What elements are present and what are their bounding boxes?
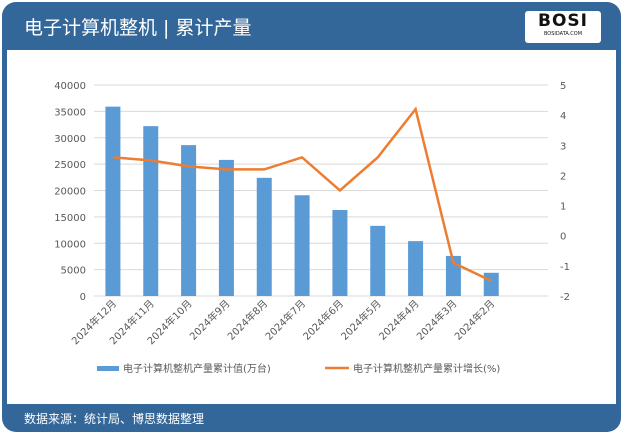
left-tick-label: 20000 bbox=[54, 187, 86, 198]
bar bbox=[105, 106, 121, 296]
left-tick-label: 35000 bbox=[54, 107, 86, 118]
left-tick-label: 40000 bbox=[54, 81, 86, 92]
page-title: 电子计算机整机 | 累计产量 bbox=[24, 17, 252, 39]
left-tick-label: 0 bbox=[80, 292, 86, 303]
left-tick-label: 5000 bbox=[61, 266, 86, 277]
bar bbox=[294, 195, 310, 296]
growth-line bbox=[112, 106, 492, 283]
right-tick-label: 0 bbox=[560, 232, 566, 243]
bar bbox=[483, 272, 499, 296]
legend-bar-swatch bbox=[97, 366, 119, 371]
right-tick-label: -2 bbox=[560, 292, 570, 303]
bar bbox=[218, 159, 234, 296]
combo-chart: 0 5000 10000 15000 20000 25000 30000 35000 40000… bbox=[54, 81, 570, 375]
chart-panel: 0 5000 10000 15000 20000 25000 30000 35000 40000… bbox=[7, 50, 616, 404]
left-tick-label: 30000 bbox=[54, 134, 86, 145]
legend-line-label: 电子计算机整机产量累计增长(%) bbox=[353, 362, 500, 375]
bar bbox=[408, 241, 424, 296]
legend-bar-label: 电子计算机整机产量累计值(万台) bbox=[123, 362, 271, 375]
left-tick-label: 15000 bbox=[54, 213, 86, 224]
bar bbox=[181, 145, 197, 296]
data-source: 数据来源：统计局、博思数据整理 bbox=[24, 412, 205, 426]
right-tick-label: 1 bbox=[560, 202, 566, 213]
right-tick-label: 4 bbox=[560, 111, 566, 122]
bosi-logo: BOSI BOSIDATA.COM bbox=[525, 11, 601, 43]
right-tick-label: 2 bbox=[560, 171, 566, 182]
bar bbox=[370, 225, 386, 296]
header: 电子计算机整机 | 累计产量 BOSI BOSIDATA.COM bbox=[2, 2, 621, 50]
right-tick-label: 3 bbox=[560, 141, 566, 152]
right-tick-label: -1 bbox=[560, 262, 570, 273]
right-tick-label: 5 bbox=[560, 81, 566, 92]
left-tick-label: 10000 bbox=[54, 239, 86, 250]
bar bbox=[143, 126, 159, 297]
bar bbox=[332, 210, 348, 296]
left-tick-label: 25000 bbox=[54, 160, 86, 171]
bar bbox=[256, 177, 272, 296]
x-tick-label: 2024年2月 bbox=[452, 297, 498, 343]
